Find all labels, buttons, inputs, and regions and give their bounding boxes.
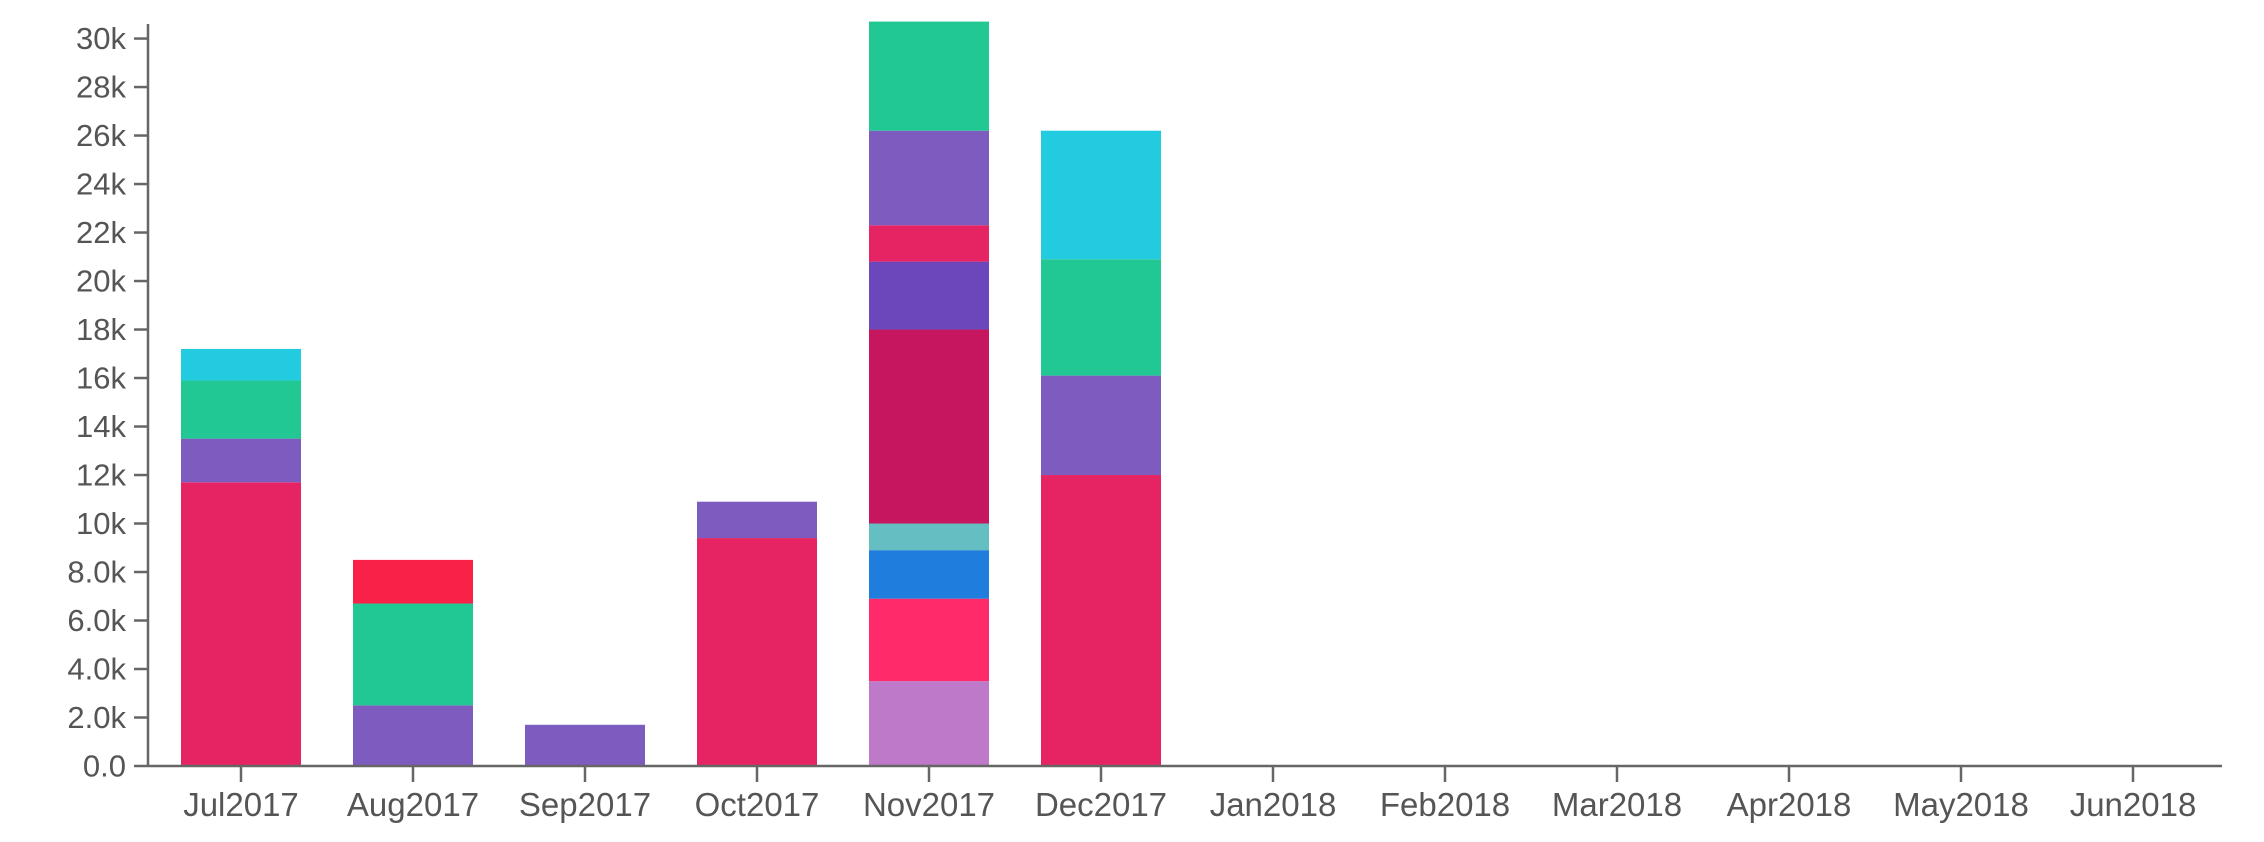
y-tick-label: 22k xyxy=(76,215,126,250)
y-tick-label: 8.0k xyxy=(67,555,126,590)
y-tick-label: 12k xyxy=(76,458,126,493)
bar-segment-nov2017-7 xyxy=(869,130,989,226)
bar-segment-jul2017-2 xyxy=(181,380,301,439)
x-tick-label: Aug2017 xyxy=(347,786,479,823)
x-tick-label: Jul2017 xyxy=(183,786,299,823)
x-tick-label: Jan2018 xyxy=(1210,786,1337,823)
bar-segment-aug2017-1 xyxy=(353,603,473,706)
y-tick-label: 4.0k xyxy=(67,652,126,687)
bar-segment-nov2017-5 xyxy=(869,261,989,330)
y-tick-label: 16k xyxy=(76,361,126,396)
bar-segment-nov2017-1 xyxy=(869,598,989,682)
bar-segment-dec2017-1 xyxy=(1041,375,1161,476)
y-axis: 0.0 2.0k 4.0k 6.0k 8.0k 10k 12k 14k 16k 18k 20k 22k… xyxy=(67,21,150,784)
bar-segment-nov2017-4 xyxy=(869,329,989,524)
bar-segment-nov2017-8 xyxy=(869,21,989,131)
y-tick-label: 14k xyxy=(76,409,126,444)
bar-segment-dec2017-2 xyxy=(1041,259,1161,376)
y-tick-label: 6.0k xyxy=(67,603,126,638)
bar-segment-oct2017-0 xyxy=(697,538,817,766)
x-tick-label: Oct2017 xyxy=(695,786,820,823)
x-tick-label: Feb2018 xyxy=(1380,786,1510,823)
y-tick-label: 28k xyxy=(76,70,126,105)
y-tick-label: 18k xyxy=(76,312,126,347)
x-tick-label: Apr2018 xyxy=(1727,786,1852,823)
bar-segment-nov2017-2 xyxy=(869,550,989,599)
bar-segment-oct2017-1 xyxy=(697,501,817,539)
y-tick-label: 30k xyxy=(76,21,126,56)
y-tick-label: 20k xyxy=(76,264,126,299)
bar-segment-nov2017-0 xyxy=(869,681,989,766)
x-tick-label: May2018 xyxy=(1893,786,2029,823)
bars-layer xyxy=(181,21,1161,766)
bar-segment-nov2017-3 xyxy=(869,523,989,551)
x-axis: Jul2017 Aug2017 Sep2017 Oct2017 Nov2017 Dec20… xyxy=(148,764,2222,823)
y-tick-label: 24k xyxy=(76,167,126,202)
x-tick-label: Nov2017 xyxy=(863,786,995,823)
x-tick-label: Dec2017 xyxy=(1035,786,1167,823)
x-tick-label: Jun2018 xyxy=(2070,786,2197,823)
x-tick-label: Sep2017 xyxy=(519,786,651,823)
y-tick-label: 0.0 xyxy=(83,749,126,784)
y-tick-label: 2.0k xyxy=(67,700,126,735)
bar-segment-jul2017-3 xyxy=(181,348,301,381)
bar-segment-jul2017-0 xyxy=(181,482,301,766)
bar-segment-nov2017-6 xyxy=(869,225,989,262)
bar-segment-dec2017-3 xyxy=(1041,130,1161,260)
bar-segment-sep2017-0 xyxy=(525,724,645,766)
y-tick-label: 26k xyxy=(76,118,126,153)
x-tick-label: Mar2018 xyxy=(1552,786,1682,823)
bar-segment-aug2017-0 xyxy=(353,705,473,766)
bar-segment-aug2017-2 xyxy=(353,559,473,604)
bar-segment-dec2017-0 xyxy=(1041,475,1161,766)
y-tick-label: 10k xyxy=(76,506,126,541)
bar-segment-jul2017-1 xyxy=(181,438,301,483)
